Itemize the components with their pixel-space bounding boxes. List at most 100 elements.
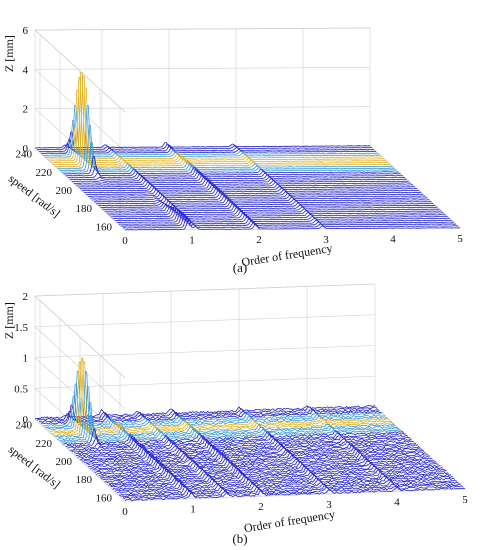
order-tick-label: 5	[457, 233, 463, 245]
spectrum-slice	[65, 432, 406, 448]
spectrum-slice	[98, 462, 439, 477]
grid-line	[39, 150, 376, 153]
spectrum-slice	[49, 77, 385, 162]
spectrum-slice	[108, 471, 449, 487]
spectrum-slice	[79, 181, 416, 190]
spectrum-slice	[116, 210, 452, 223]
speed-tick-label: 200	[56, 456, 73, 468]
z-tick-label: 0	[23, 414, 29, 426]
grid-line	[34, 345, 376, 358]
speed-tick-label: 220	[36, 167, 53, 179]
spectrum-slice	[69, 171, 405, 181]
spectrum-slice	[65, 166, 401, 177]
spectrum-slice	[98, 198, 434, 207]
spectrum-slice	[71, 438, 412, 453]
order-tick-label: 0	[122, 235, 128, 247]
speed-tick-label: 180	[76, 203, 93, 215]
order-tick-label: 4	[394, 496, 400, 508]
spectrum-slice	[57, 105, 393, 169]
z-tick-label: 2	[23, 104, 29, 116]
spectrum-slice	[41, 131, 377, 154]
caption-a: (a)	[233, 260, 247, 275]
spectrum-slice	[94, 194, 430, 203]
spectrum-slice	[59, 124, 395, 171]
spectrum-slice	[73, 175, 409, 184]
spectrum-slice	[78, 179, 414, 188]
spectrum-slice	[75, 177, 411, 186]
speed-axis-label: speed [rad/s]	[6, 442, 63, 491]
grid-line	[59, 168, 396, 172]
grid-line	[34, 67, 371, 70]
spectrum-slice	[86, 449, 427, 466]
speed-tick-label: 220	[36, 438, 53, 450]
spectrum-slice	[122, 485, 464, 500]
z-tick-label: 0	[23, 143, 29, 155]
order-tick-label: 3	[323, 234, 329, 246]
spectrum-slice	[36, 406, 378, 421]
z-tick-label: 1	[23, 353, 29, 365]
spectrum-slice	[90, 454, 431, 470]
spectrum-slice	[53, 75, 389, 166]
spectrum-slice	[92, 192, 428, 201]
speed-axis-label: speed [rad/s]	[6, 171, 63, 220]
spectrum-slice	[67, 170, 403, 179]
spectrum-slice	[55, 371, 396, 439]
spectrum-slice	[102, 465, 443, 481]
spectrum-slice	[118, 481, 459, 496]
spectrum-slice	[108, 206, 444, 216]
spectrum-slice	[69, 436, 410, 451]
speed-tick-label: 160	[96, 221, 113, 233]
spectrum-slice	[96, 196, 432, 205]
spectrum-slice	[120, 214, 456, 227]
spectrum-slice	[96, 460, 437, 476]
spectrum-slice	[116, 479, 457, 494]
spectrum-slice	[110, 207, 446, 218]
spectrum-slice	[39, 139, 375, 153]
spectrum-slice	[88, 188, 424, 197]
spectrum-slice	[61, 142, 397, 173]
spectrum-slice	[81, 183, 418, 192]
spectrum-slice	[94, 458, 435, 474]
z-tick-label: 2	[23, 291, 29, 303]
speed-tick-label: 200	[56, 185, 73, 197]
spectrum-slice	[122, 216, 459, 229]
spectrum-slice	[86, 186, 422, 195]
spectrum-slice	[79, 444, 421, 461]
order-tick-label: 3	[326, 499, 332, 511]
spectrum-slice	[63, 156, 399, 175]
spectrum-slice	[51, 71, 387, 164]
spectrum-slice	[106, 205, 442, 214]
spectrum-slice	[63, 428, 404, 446]
order-tick-label: 1	[189, 235, 195, 247]
z-tick-label: 0.5	[14, 383, 28, 395]
grid-line	[34, 314, 376, 328]
spectrum-slice	[112, 208, 448, 220]
order-tick-label: 0	[122, 506, 128, 518]
spectrum-slice	[57, 385, 398, 440]
z-tick-label: 6	[23, 25, 29, 37]
z-axis-label: Z [mm]	[2, 302, 16, 339]
spectrum-slice	[41, 404, 382, 425]
spectrum-slice	[59, 402, 400, 442]
spectrum-slice	[112, 475, 453, 490]
grid-line	[119, 223, 456, 226]
spectrum-slice	[87, 451, 429, 468]
spectrum-slice	[61, 416, 402, 444]
order-axis-label: Order of frequency	[240, 241, 333, 269]
spectrum-slice	[114, 476, 455, 492]
caption-b: (b)	[232, 531, 247, 546]
spectrum-slice	[100, 200, 436, 209]
grid-line	[34, 375, 376, 389]
order-tick-label: 1	[190, 504, 196, 516]
spectrum-slice	[120, 483, 461, 498]
spectrum-slice	[43, 119, 379, 156]
spectrum-slice	[92, 456, 433, 471]
spectrum-slice	[45, 105, 381, 158]
spectrum-slice	[51, 356, 392, 435]
spectrum-slice	[49, 361, 390, 433]
spectrum-slice	[77, 443, 419, 459]
spectrum-slice	[118, 212, 454, 225]
spectrum-slice	[67, 433, 408, 449]
spectrum-slice	[100, 463, 441, 479]
